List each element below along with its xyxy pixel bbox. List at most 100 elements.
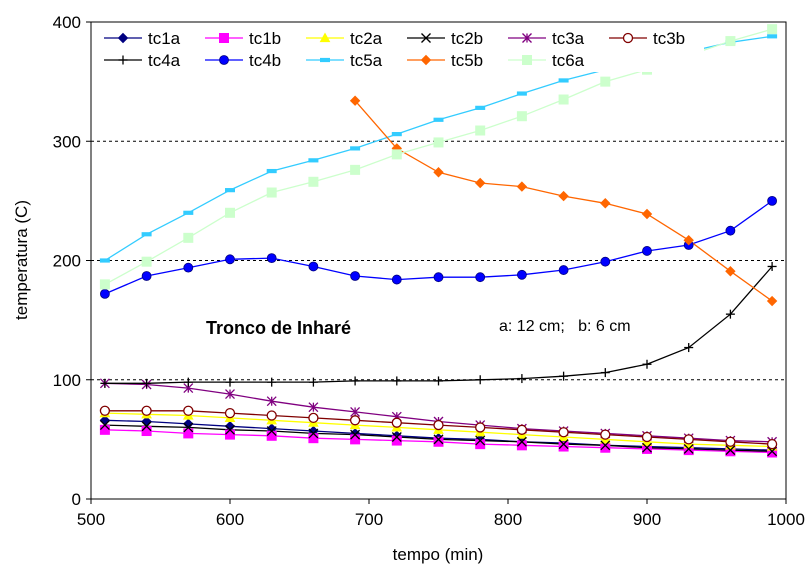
point-tc5a: [99, 258, 110, 263]
point-tc2b: [516, 436, 527, 447]
point-tc4b: [308, 261, 319, 272]
point-tc1b: [475, 439, 486, 450]
point-tc5a: [308, 158, 319, 163]
axis-ticks: 500 600 700 800 900 1000 0 100 200 300 400: [53, 13, 805, 529]
point-tc4b: [141, 271, 152, 281]
point-tc5a: [475, 105, 486, 110]
legend-label: tc4a: [148, 51, 181, 70]
point-tc2b: [725, 445, 736, 456]
point-tc3a: [522, 33, 532, 43]
point-tc4b: [391, 274, 402, 285]
legend-label: tc2b: [451, 29, 483, 48]
point-tc3b: [391, 417, 402, 428]
point-tc5b: [420, 54, 432, 66]
point-tc3b: [99, 405, 111, 416]
point-tc1b: [266, 430, 277, 441]
point-tc3b: [600, 429, 611, 440]
point-tc5a: [350, 146, 361, 151]
point-tc1b: [433, 436, 444, 447]
point-tc6a: [433, 137, 444, 148]
point-tc4a: [267, 377, 277, 387]
series-line-tc4a: [104, 266, 773, 384]
y-tick-label: 0: [72, 490, 81, 509]
point-tc5a: [433, 117, 444, 122]
point-tc4a: [559, 371, 569, 381]
point-tc4a: [684, 343, 694, 353]
point-tc2b: [391, 432, 402, 442]
point-tc2b: [308, 428, 319, 439]
point-tc3a: [266, 396, 277, 407]
point-tc4a: [183, 377, 193, 387]
legend-label: tc3b: [653, 29, 685, 48]
point-tc6a: [183, 232, 194, 243]
point-tc4b: [767, 195, 777, 206]
point-tc1b: [308, 433, 319, 444]
point-tc4a: [308, 377, 318, 387]
point-tc6a: [99, 279, 110, 290]
point-tc2b: [350, 429, 361, 440]
point-tc6a: [225, 207, 235, 218]
legend-label: tc1a: [148, 29, 181, 48]
point-tc2b: [600, 440, 611, 451]
point-tc6a: [516, 111, 527, 122]
legend-label: tc6a: [552, 51, 585, 70]
y-tick-label: 400: [53, 13, 81, 32]
x-axis-label: tempo (min): [393, 545, 484, 564]
point-tc3b: [475, 422, 486, 433]
point-tc5a: [225, 188, 235, 193]
point-tc3b: [725, 436, 736, 447]
point-tc5b: [683, 235, 694, 246]
y-axis-label: temperatura (C): [12, 200, 31, 320]
point-tc5b: [558, 190, 569, 202]
point-tc4b: [100, 288, 110, 299]
legend-item-tc5a: tc5a: [306, 51, 383, 70]
point-tc6a: [558, 94, 569, 105]
x-tick-label: 900: [633, 510, 661, 529]
point-tc5a: [141, 232, 152, 237]
point-tc1b: [219, 33, 229, 43]
annotation-title: Tronco de Inharé: [206, 318, 351, 338]
point-tc3a: [308, 402, 319, 413]
point-tc4a: [725, 309, 735, 319]
point-tc3b: [433, 419, 444, 431]
point-tc4a: [475, 375, 485, 385]
point-tc5b: [433, 167, 444, 178]
point-tc4b: [475, 272, 486, 283]
point-tc4b: [225, 254, 235, 265]
point-tc4a: [767, 261, 777, 271]
point-tc1b: [141, 426, 152, 437]
point-tc2b: [683, 443, 694, 454]
point-tc6a: [391, 149, 402, 160]
point-tc3b: [683, 434, 694, 445]
y-tick-label: 100: [53, 371, 81, 390]
point-tc5a: [183, 210, 194, 215]
point-tc2b: [183, 422, 194, 433]
point-tc1b: [183, 428, 194, 439]
point-tc6a: [350, 164, 361, 175]
point-tc1b: [225, 429, 235, 440]
point-tc4a: [350, 376, 360, 386]
point-tc6a: [522, 55, 532, 65]
legend-label: tc3a: [552, 29, 585, 48]
point-tc2b: [141, 421, 152, 432]
point-tc3b: [516, 424, 528, 435]
point-tc2b: [266, 426, 277, 436]
point-tc5a: [767, 34, 778, 39]
point-tc5a: [516, 91, 527, 96]
legend-item-tc2a: tc2a: [306, 29, 383, 48]
point-tc2b: [558, 439, 569, 450]
point-tc2b: [475, 435, 486, 446]
point-tc4a: [225, 377, 235, 387]
legend-label: tc2a: [350, 29, 383, 48]
point-tc2a: [319, 32, 331, 43]
point-tc1b: [99, 424, 110, 435]
point-tc2b: [225, 424, 235, 435]
point-tc4b: [558, 265, 569, 275]
point-tc3b: [766, 438, 778, 450]
point-tc5b: [641, 208, 653, 220]
point-tc3a: [350, 406, 361, 417]
point-tc4b: [725, 225, 736, 236]
series-lines: [104, 28, 773, 454]
point-tc5b: [474, 177, 486, 189]
annotation-sizes: a: 12 cm; b: 6 cm: [499, 318, 631, 335]
